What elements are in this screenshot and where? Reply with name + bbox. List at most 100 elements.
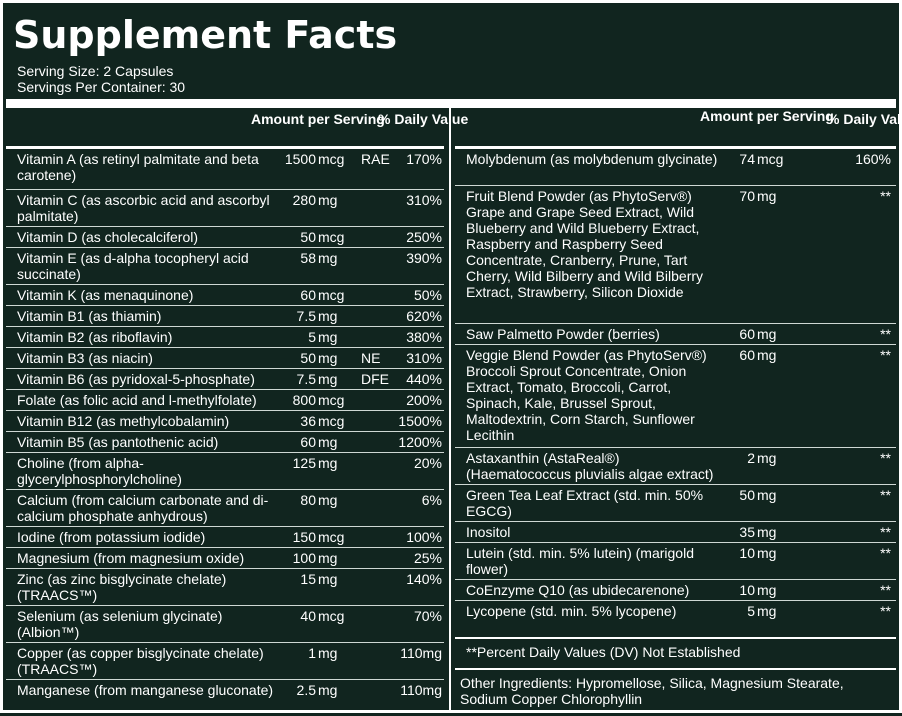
nutrient-amount: 35 [739,524,755,540]
nutrient-amount: 50 [300,229,316,245]
nutrient-unit: mg [757,603,777,619]
nutrient-daily-value: 250% [406,229,442,245]
nutrient-daily-value: 390% [406,250,442,266]
nutrient-name: Inositol [466,524,511,540]
nutrient-unit: mg [757,188,777,204]
nutrient-unit: mg [757,326,777,342]
nutrient-daily-value: ** [880,524,891,540]
nutrient-daily-value: 380% [406,329,442,345]
nutrient-daily-value: 140% [406,571,442,587]
footnote: **Percent Daily Values (DV) Not Establis… [466,644,741,660]
nutrient-amount: 60 [300,287,316,303]
other-ingredients-rule [455,668,896,670]
nutrient-amount: 50 [739,487,755,503]
nutrient-name: Vitamin B3 (as niacin) [17,350,153,366]
nutrient-daily-value: 110mg [400,645,442,661]
nutrient-unit: mg [318,645,338,661]
nutrient-row: Copper (as copper bisglycinate chelate) … [6,643,444,680]
nutrient-daily-value: 70% [413,608,442,624]
nutrient-amount: 36 [300,413,316,429]
nutrient-daily-value: 310% [406,192,442,208]
nutrient-unit: mg [757,347,777,363]
nutrient-name: Lycopene (std. min. 5% lycopene) [466,603,677,619]
nutrient-unit: mg [318,571,338,587]
nutrient-name: Choline (from alpha-glycerylphosphorylch… [17,455,182,487]
nutrient-row: Magnesium (from magnesium oxide) 100 mg 25% [6,548,444,569]
nutrient-name: Zinc (as zinc bisglycinate chelate) (TRA… [17,571,227,603]
nutrient-row: Folate (as folic acid and l-methylfolate… [6,390,444,411]
nutrient-name: Vitamin B5 (as pantothenic acid) [17,434,219,450]
nutrient-amount: 58 [300,250,316,266]
nutrient-amount: 60 [300,434,316,450]
nutrient-name: Iodine (from potassium iodide) [17,529,206,545]
nutrient-row: Vitamin K (as menaquinone) 60 mcg 50% [6,285,444,306]
nutrient-daily-value: ** [880,347,891,363]
nutrient-amount: 100 [292,550,316,566]
nutrient-daily-value: ** [880,188,891,204]
nutrient-amount: 150 [292,529,316,545]
nutrient-daily-value: 620% [406,308,442,324]
nutrient-daily-value: ** [880,326,891,342]
nutrient-daily-value: 110mg [400,682,442,698]
nutrient-unit: mcg [757,151,784,167]
nutrient-daily-value: 1200% [398,434,442,450]
nutrient-daily-value: 50% [413,287,442,303]
nutrient-name: Veggie Blend Powder (as PhytoServ®) Broc… [466,347,707,443]
nutrient-row: Astaxanthin (AstaReal®) (Haematococcus p… [455,448,896,485]
dv-header-left: % Daily Value [378,111,469,127]
nutrient-unit: mcg [318,413,345,429]
panel-title: Supplement Facts [13,13,398,57]
nutrient-row: Veggie Blend Powder (as PhytoServ®) Broc… [455,345,896,448]
serving-size: Serving Size: 2 Capsules [17,63,174,79]
nutrient-amount: 10 [739,545,755,561]
nutrient-daily-value: 440% [406,371,442,387]
nutrient-unit: mg [318,682,338,698]
nutrient-daily-value: 170% [406,151,442,167]
nutrient-amount: 1 [308,645,316,661]
nutrient-unit: mg [318,308,338,324]
nutrient-name: Selenium (as selenium glycinate) (Albion… [17,608,223,640]
nutrient-amount: 2.5 [296,682,316,698]
nutrient-name: Copper (as copper bisglycinate chelate) … [17,645,264,677]
nutrient-amount: 10 [739,582,755,598]
nutrient-unit: mg [318,434,338,450]
nutrient-row: CoEnzyme Q10 (as ubidecarenone) 10 mg ** [455,580,896,601]
nutrient-amount: 74 [739,151,755,167]
nutrient-amount: 40 [300,608,316,624]
nutrient-unit: mcg [318,608,345,624]
nutrient-amount: 5 [308,329,316,345]
nutrient-amount: 7.5 [296,371,316,387]
nutrient-name: Vitamin A (as retinyl palmitate and beta… [17,151,259,183]
nutrient-unit: mg [757,545,777,561]
nutrient-daily-value: ** [880,450,891,466]
nutrient-daily-value: 160% [855,151,891,167]
nutrient-row: Vitamin B3 (as niacin) 50 mg NE 310% [6,348,444,369]
nutrient-unit: mg [757,450,777,466]
nutrient-amount: 800 [292,392,316,408]
nutrient-name: Vitamin C (as ascorbic acid and ascorbyl… [17,192,270,224]
nutrient-daily-value: 310% [406,350,442,366]
header-rule-right [455,146,896,149]
nutrient-row: Vitamin B6 (as pyridoxal-5-phosphate) 7.5… [6,369,444,390]
nutrient-unit: mg [757,524,777,540]
nutrient-name: Astaxanthin (AstaReal®) (Haematococcus p… [466,450,714,482]
nutrient-unit: mcg [318,392,345,408]
nutrient-unit: mg [318,371,338,387]
nutrient-row: Iodine (from potassium iodide) 150 mcg 100% [6,527,444,548]
nutrient-unit-note: DFE [361,371,389,387]
nutrient-name: Vitamin B1 (as thiamin) [17,308,162,324]
nutrient-unit: mg [318,550,338,566]
nutrient-name: Folate (as folic acid and l-methylfolate… [17,392,257,408]
header-divider-bar [6,99,896,108]
nutrient-daily-value: 200% [406,392,442,408]
nutrient-amount: 280 [292,192,316,208]
footnote-rule [455,637,896,639]
nutrient-amount: 80 [300,492,316,508]
nutrient-amount: 7.5 [296,308,316,324]
nutrient-row: Vitamin A (as retinyl palmitate and beta… [6,149,444,190]
nutrient-amount: 15 [300,571,316,587]
nutrient-row: Calcium (from calcium carbonate and di-c… [6,490,444,527]
nutrient-row: Molybdenum (as molybdenum glycinate) 74 mc… [455,149,896,186]
right-nutrient-column: Amount per Serving % Daily Value Molybde… [455,108,902,710]
